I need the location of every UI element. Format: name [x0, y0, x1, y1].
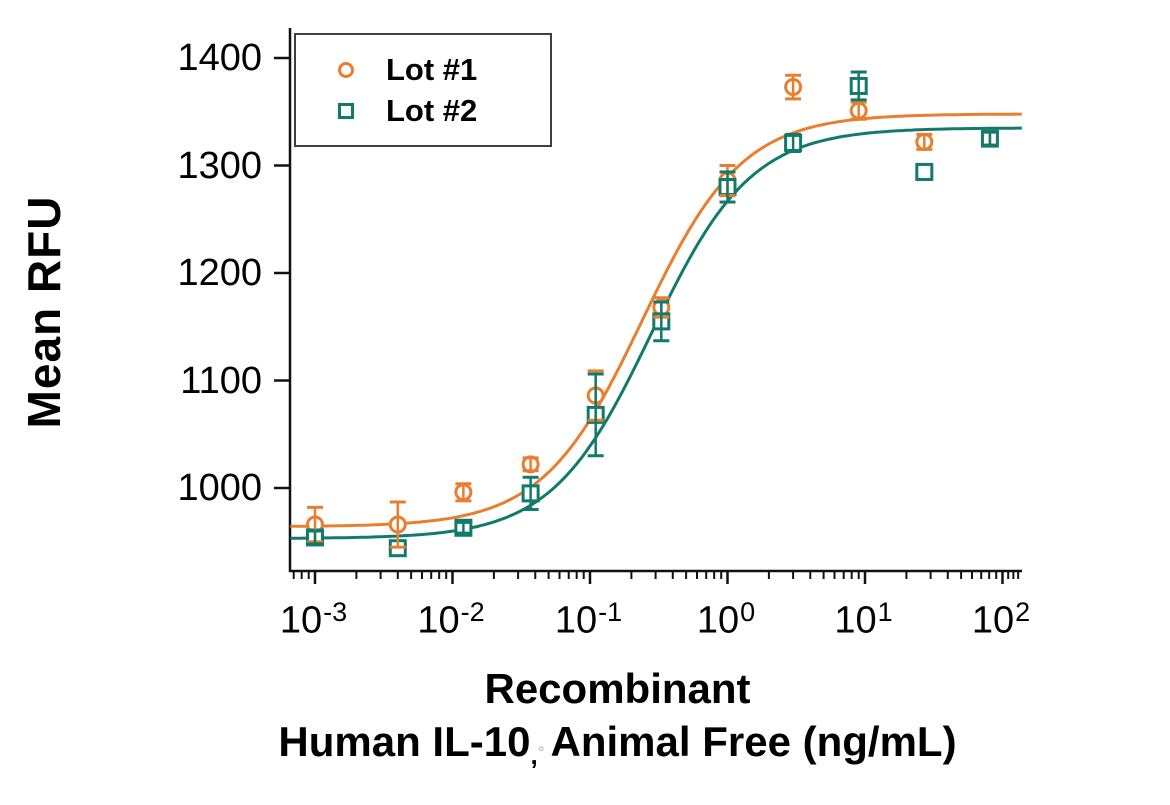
x-axis-title-line1: Recombinant	[484, 665, 751, 712]
comma-artifact: ,	[530, 740, 538, 770]
legend-item-lot2: Lot #2	[338, 92, 550, 128]
y-tick-label: 1100	[180, 359, 262, 402]
speck-artifact-icon: °	[537, 743, 545, 762]
y-tick-label: 1200	[177, 252, 262, 294]
x-tick-label: 10-1	[554, 597, 623, 642]
legend-label: Lot #1	[386, 51, 478, 87]
y-tick-label: 1300	[177, 144, 262, 187]
x-tick-label: 10-3	[279, 597, 348, 642]
legend-item-lot1: Lot #1	[338, 51, 550, 87]
x-axis-title-line2: Human IL-10,° Animal Free (ng/mL)	[278, 718, 957, 770]
axes	[288, 28, 1022, 573]
x-tick-label: 100	[696, 597, 756, 642]
legend: Lot #1 Lot #2	[294, 33, 552, 147]
y-tick-label: 1400	[177, 37, 262, 79]
legend-label: Lot #2	[386, 92, 478, 128]
x-tick-label: 102	[971, 597, 1031, 642]
lot1-circle-icon	[338, 61, 354, 78]
fit-curve-lot-1	[290, 112, 1022, 528]
x-tick-label: 10-2	[417, 597, 485, 642]
x-tick-label: 101	[834, 597, 893, 642]
data-point-square	[915, 162, 934, 181]
fit-curve-lot-2	[290, 126, 1022, 540]
lot2-square-icon	[338, 102, 354, 119]
x-axis-title: Recombinant Human IL-10,° Animal Free (ng…	[35, 662, 1170, 782]
y-tick-label: 1000	[177, 467, 262, 509]
